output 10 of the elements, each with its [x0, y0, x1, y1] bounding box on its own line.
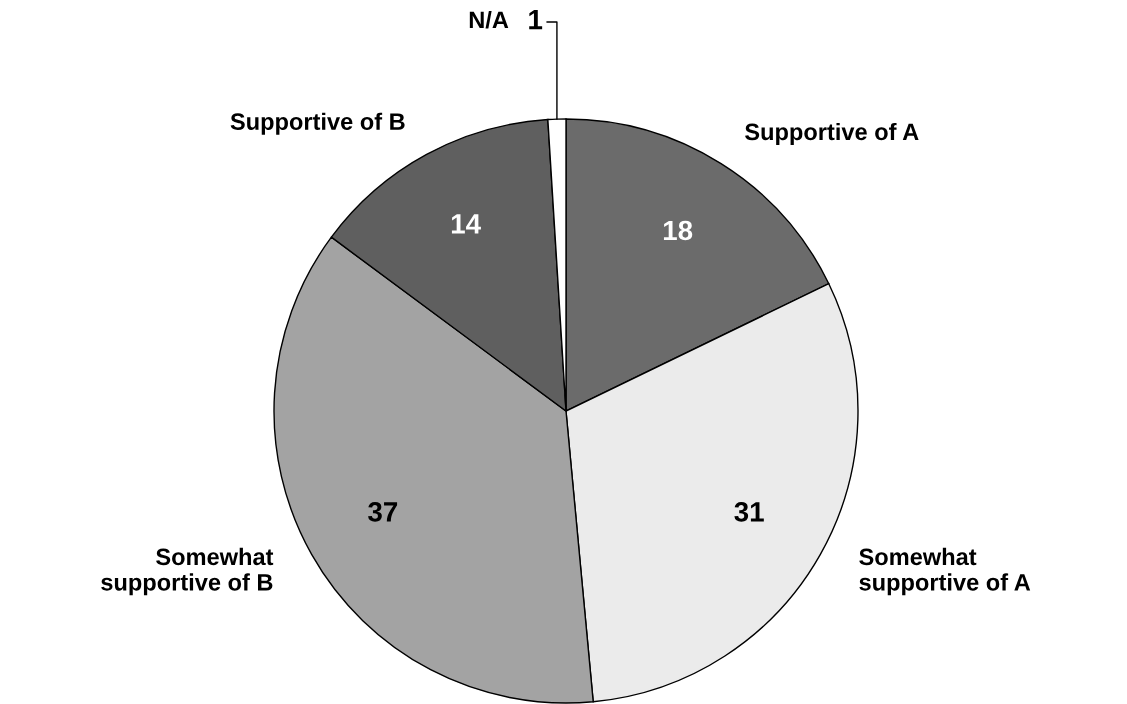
data-label: 1: [529, 10, 543, 30]
data-label: 37: [368, 502, 398, 522]
slice-label: Somewhat supportive of B: [101, 547, 274, 596]
slice-label: Somewhat supportive of A: [859, 547, 1031, 596]
slice-label: Supportive of A: [745, 122, 919, 145]
data-label: 31: [734, 502, 764, 522]
data-label: 14: [451, 214, 481, 234]
data-label: 18: [663, 220, 693, 241]
slice-label: N/A: [469, 11, 509, 29]
slice-label: Supportive of B: [230, 112, 405, 135]
